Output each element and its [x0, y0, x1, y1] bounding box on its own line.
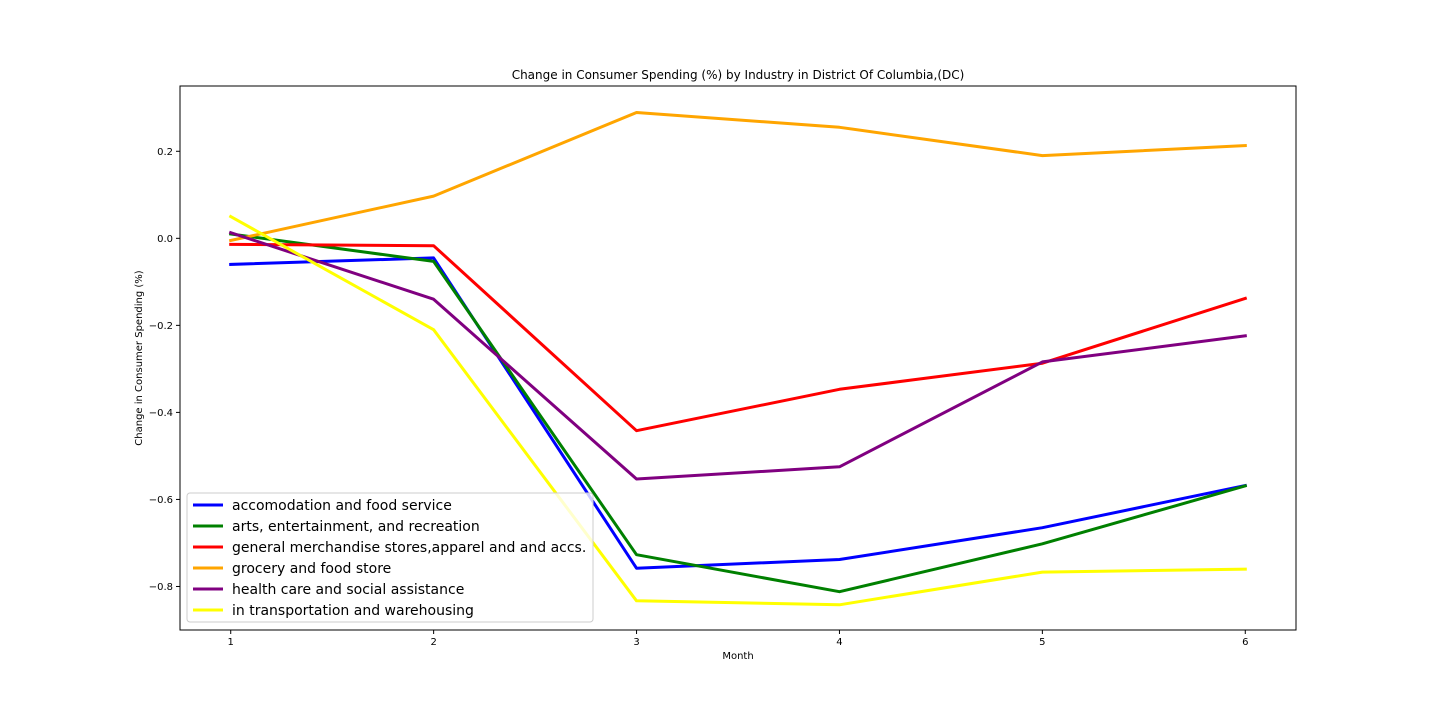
chart-title: Change in Consumer Spending (%) by Indus…	[512, 68, 965, 82]
series-line-1	[229, 256, 1248, 570]
y-axis-title: Change in Consumer Spending (%)	[134, 270, 145, 446]
x-tick-label: 1	[228, 637, 234, 648]
y-tick-label: −0.8	[149, 582, 173, 593]
y-axis: 0.2 0.0 −0.2 −0.4 −0.6 −0.8	[149, 147, 180, 593]
x-tick-label: 2	[430, 637, 436, 648]
series-layer	[228, 111, 1248, 607]
series-line-3	[229, 242, 1248, 433]
y-tick-label: 0.2	[157, 147, 173, 158]
y-tick-label: −0.2	[149, 321, 173, 332]
x-tick-label: 3	[633, 637, 639, 648]
y-tick-label: 0.0	[157, 234, 173, 245]
legend-box	[186, 492, 594, 623]
y-tick-label: −0.4	[149, 408, 173, 419]
series-line-5	[228, 230, 1247, 481]
series-line-2	[229, 232, 1248, 594]
legend-label: general merchandise stores,apparel and a…	[232, 540, 586, 556]
series-line-6	[228, 214, 1247, 607]
legend-label: accomodation and food service	[232, 498, 452, 514]
legend-label: grocery and food store	[232, 561, 391, 577]
series-line-4	[228, 111, 1247, 243]
legend-label: arts, entertainment, and recreation	[232, 519, 480, 535]
legend-label: health care and social assistance	[232, 582, 464, 598]
legend: accomodation and food service arts, enter…	[186, 492, 594, 623]
plot-area-frame	[179, 85, 1297, 631]
legend-label: in transportation and warehousing	[232, 603, 474, 619]
x-axis: 1 2 3 4 5 6	[228, 630, 1248, 648]
y-tick-label: −0.6	[149, 495, 173, 506]
x-tick-label: 5	[1039, 637, 1045, 648]
x-axis-title: Month	[722, 651, 753, 662]
x-tick-label: 4	[836, 637, 842, 648]
x-tick-label: 6	[1242, 637, 1248, 648]
